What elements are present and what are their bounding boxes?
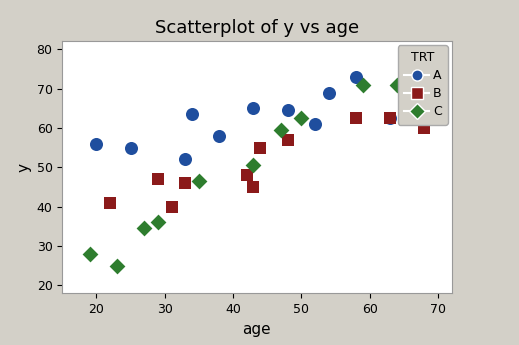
Point [168, 204, 176, 209]
Point [215, 133, 224, 139]
Point [413, 86, 421, 91]
Point [127, 145, 135, 150]
Point [297, 115, 306, 121]
Point [249, 184, 257, 190]
Point [386, 115, 394, 121]
Point [386, 115, 394, 121]
Point [140, 226, 148, 231]
Point [352, 74, 360, 80]
X-axis label: age: age [242, 322, 271, 336]
Point [311, 121, 319, 127]
Point [283, 108, 292, 113]
Point [249, 162, 257, 168]
Point [420, 82, 428, 87]
Point [188, 111, 196, 117]
Point [154, 176, 162, 182]
Point [256, 145, 265, 150]
Point [420, 125, 428, 131]
Point [249, 106, 257, 111]
Legend: A, B, C: A, B, C [398, 45, 448, 125]
Point [86, 251, 94, 257]
Point [283, 137, 292, 142]
Point [359, 82, 367, 87]
Point [113, 263, 121, 268]
Point [154, 220, 162, 225]
Point [420, 86, 428, 91]
Point [277, 127, 285, 133]
Point [324, 90, 333, 95]
Point [242, 172, 251, 178]
Y-axis label: y: y [16, 163, 31, 172]
Point [393, 82, 401, 87]
Point [106, 200, 114, 206]
Point [181, 157, 189, 162]
Title: Scatterplot of y vs age: Scatterplot of y vs age [155, 19, 359, 37]
Point [195, 178, 203, 184]
Point [352, 115, 360, 121]
Point [92, 141, 101, 147]
Point [413, 108, 421, 113]
Point [181, 180, 189, 186]
